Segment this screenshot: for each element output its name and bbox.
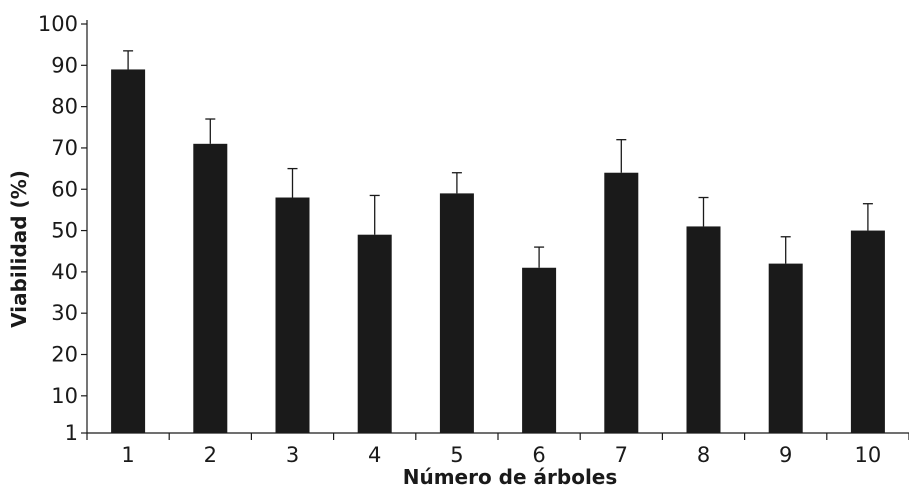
x-tick-label: 5 bbox=[450, 443, 463, 467]
y-tick-label: 70 bbox=[51, 136, 78, 160]
y-tick-label: 20 bbox=[51, 343, 78, 367]
y-tick-label: 80 bbox=[51, 95, 78, 119]
y-tick-label: 30 bbox=[51, 301, 78, 325]
x-tick-label: 10 bbox=[855, 443, 882, 467]
y-tick-label: 10 bbox=[51, 384, 78, 408]
y-tick-label: 100 bbox=[38, 12, 78, 36]
y-axis-title: Viabilidad (%) bbox=[7, 170, 31, 328]
x-tick-label: 2 bbox=[204, 443, 217, 467]
x-tick-label: 6 bbox=[532, 443, 545, 467]
bar-3 bbox=[275, 197, 310, 433]
bar-5 bbox=[439, 193, 474, 433]
x-axis-title: Número de árboles bbox=[403, 465, 618, 488]
x-tick-label: 7 bbox=[615, 443, 628, 467]
bar-6 bbox=[522, 267, 557, 433]
x-tick-label: 4 bbox=[368, 443, 381, 467]
x-tick-label: 8 bbox=[697, 443, 710, 467]
y-tick-label: 60 bbox=[51, 177, 78, 201]
bar-2 bbox=[193, 143, 228, 433]
x-tick-label: 3 bbox=[286, 443, 299, 467]
y-tick-label: 50 bbox=[51, 219, 78, 243]
y-tick-label: 90 bbox=[51, 53, 78, 77]
x-tick-label: 1 bbox=[121, 443, 134, 467]
bar-4 bbox=[357, 234, 392, 433]
bar-7 bbox=[604, 172, 639, 433]
bar-9 bbox=[768, 263, 803, 433]
y-tick-label: 1 bbox=[65, 421, 78, 445]
bar-1 bbox=[111, 69, 146, 433]
y-tick-label: 40 bbox=[51, 260, 78, 284]
y-axis-title-group: Viabilidad (%) bbox=[7, 170, 31, 328]
x-tick-label: 9 bbox=[779, 443, 792, 467]
bar-8 bbox=[686, 226, 721, 433]
bar-10 bbox=[850, 230, 885, 433]
